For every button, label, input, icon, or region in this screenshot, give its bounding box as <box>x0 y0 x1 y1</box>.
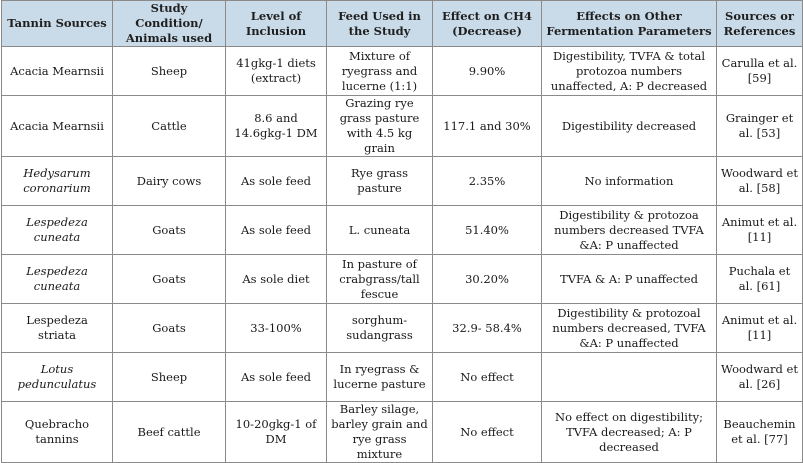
table-row: Acacia Mearnsii Sheep 41gkg-1 diets (ext… <box>1 46 803 96</box>
table-row: Lespedeza striata Goats 33-100% sorghum-… <box>1 303 803 353</box>
header-tannin-sources: Tannin Sources <box>1 0 113 47</box>
cell-level: As sole feed <box>225 205 327 255</box>
cell-ch4: 32.9- 58.4% <box>432 303 542 353</box>
cell-ch4: 117.1 and 30% <box>432 95 542 157</box>
cell-ref: Woodward et al. [58] <box>716 156 803 206</box>
header-level-of-inclusion: Level of Inclusion <box>225 0 327 47</box>
cell-level: 8.6 and 14.6gkg-1 DM <box>225 95 327 157</box>
header-row: Tannin Sources Study Condition/ Animals … <box>1 0 803 47</box>
cell-feed: In pasture of crabgrass/tall fescue <box>326 254 433 304</box>
cell-feed: L. cuneata <box>326 205 433 255</box>
cell-source: Acacia Mearnsii <box>1 95 113 157</box>
cell-source: Lespedeza cuneata <box>1 254 113 304</box>
cell-ref: Woodward et al. [26] <box>716 352 803 402</box>
cell-animal: Dairy cows <box>112 156 226 206</box>
header-feed-used: Feed Used in the Study <box>326 0 433 47</box>
cell-source: Lespedeza striata <box>1 303 113 353</box>
cell-animal: Goats <box>112 303 226 353</box>
table-row: Acacia Mearnsii Cattle 8.6 and 14.6gkg-1… <box>1 95 803 157</box>
cell-other: Digestibility decreased <box>541 95 717 157</box>
cell-animal: Beef cattle <box>112 401 226 463</box>
header-other-parameters: Effects on Other Fermentation Parameters <box>541 0 717 47</box>
cell-level: 33-100% <box>225 303 327 353</box>
cell-ch4: 30.20% <box>432 254 542 304</box>
cell-animal: Goats <box>112 254 226 304</box>
cell-feed: Grazing rye grass pasture with 4.5 kg gr… <box>326 95 433 157</box>
cell-feed: sorghum-sudangrass <box>326 303 433 353</box>
cell-source: Acacia Mearnsii <box>1 46 113 96</box>
table-row: Hedysarum coronarium Dairy cows As sole … <box>1 156 803 206</box>
cell-level: 10-20gkg-1 of DM <box>225 401 327 463</box>
cell-feed: Mixture of ryegrass and lucerne (1:1) <box>326 46 433 96</box>
table-row: Lotus pedunculatus Sheep As sole feed In… <box>1 352 803 402</box>
cell-ch4: 2.35% <box>432 156 542 206</box>
cell-animal: Cattle <box>112 95 226 157</box>
cell-level: As sole feed <box>225 156 327 206</box>
cell-other <box>541 352 717 402</box>
cell-other: No information <box>541 156 717 206</box>
cell-ref: Carulla et al. [59] <box>716 46 803 96</box>
header-study-condition: Study Condition/ Animals used <box>112 0 226 47</box>
cell-ch4: 51.40% <box>432 205 542 255</box>
cell-source: Lespedeza cuneata <box>1 205 113 255</box>
cell-ref: Puchala et al. [61] <box>716 254 803 304</box>
cell-animal: Goats <box>112 205 226 255</box>
header-references: Sources or References <box>716 0 803 47</box>
table-row: Quebracho tannins Beef cattle 10-20gkg-1… <box>1 401 803 463</box>
cell-ref: Grainger et al. [53] <box>716 95 803 157</box>
cell-feed: In ryegrass & lucerne pasture <box>326 352 433 402</box>
cell-source: Hedysarum coronarium <box>1 156 113 206</box>
cell-ch4: 9.90% <box>432 46 542 96</box>
cell-ch4: No effect <box>432 401 542 463</box>
cell-level: As sole diet <box>225 254 327 304</box>
table-row: Lespedeza cuneata Goats As sole diet In … <box>1 254 803 304</box>
cell-level: 41gkg-1 diets (extract) <box>225 46 327 96</box>
cell-feed: Barley silage, barley grain and rye gras… <box>326 401 433 463</box>
cell-feed: Rye grass pasture <box>326 156 433 206</box>
table-row: Lespedeza cuneata Goats As sole feed L. … <box>1 205 803 255</box>
cell-ref: Animut et al. [11] <box>716 205 803 255</box>
cell-level: As sole feed <box>225 352 327 402</box>
cell-animal: Sheep <box>112 46 226 96</box>
cell-source: Quebracho tannins <box>1 401 113 463</box>
cell-other: No effect on digestibility; TVFA decreas… <box>541 401 717 463</box>
cell-other: Digestibility & protozoa numbers decreas… <box>541 205 717 255</box>
cell-source: Lotus pedunculatus <box>1 352 113 402</box>
cell-other: Digestibility & protozoal numbers decrea… <box>541 303 717 353</box>
cell-other: TVFA & A: P unaffected <box>541 254 717 304</box>
cell-ch4: No effect <box>432 352 542 402</box>
header-effect-on-ch4: Effect on CH4 (Decrease) <box>432 0 542 47</box>
cell-ref: Beauchemin et al. [77] <box>716 401 803 463</box>
cell-other: Digestibility, TVFA & total protozoa num… <box>541 46 717 96</box>
cell-animal: Sheep <box>112 352 226 402</box>
cell-ref: Animut et al. [11] <box>716 303 803 353</box>
